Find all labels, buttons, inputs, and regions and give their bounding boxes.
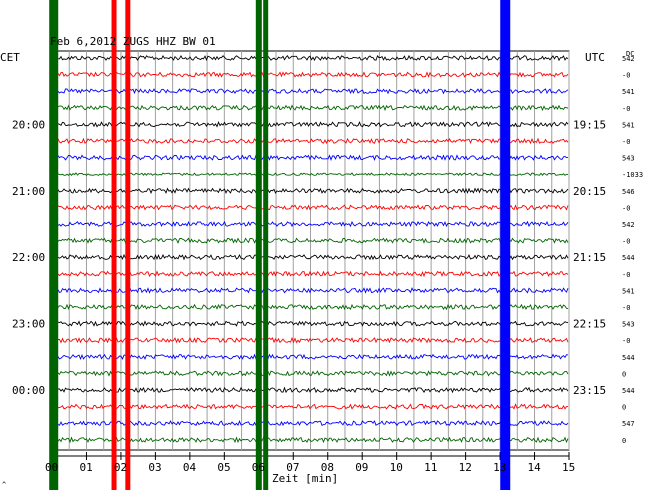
- dc-offset-label: -0: [622, 238, 630, 246]
- trace-24: [51, 436, 569, 444]
- dc-offset-label: 542: [622, 55, 635, 63]
- labels: 00 01 02 03 04 05 06 07 08 09 10 11 12 13 14 1520:0021:…: [12, 55, 643, 474]
- trace-10: [51, 204, 569, 211]
- trace-19: [51, 353, 569, 360]
- right-time-label: 19:15: [573, 118, 606, 131]
- dc-offset-label: 546: [622, 188, 635, 196]
- right-time-label: 21:15: [573, 251, 606, 264]
- x-axis-label: Zeit [min]: [272, 472, 338, 485]
- x-tick-label: 10: [390, 461, 403, 474]
- trace-23: [51, 419, 569, 427]
- x-tick-label: 07: [286, 461, 299, 474]
- trace-12: [51, 237, 569, 244]
- dc-offset-label: 541: [622, 88, 635, 96]
- dc-offset-label: 547: [622, 420, 635, 428]
- right-time-label: 20:15: [573, 185, 606, 198]
- event-band-5: [263, 0, 269, 490]
- dc-offset-label: 541: [622, 121, 635, 129]
- x-tick-label: 12: [459, 461, 472, 474]
- trace-22: [51, 403, 569, 410]
- x-tick-label: 09: [355, 461, 368, 474]
- right-time-label: 22:15: [573, 318, 606, 331]
- footer-mark: ^: [2, 481, 6, 489]
- dc-offset-label: 544: [622, 254, 635, 262]
- chart-title: Feb 6,2012 ZUGS HHZ BW 01: [50, 35, 216, 48]
- dc-header: DC: [626, 50, 634, 58]
- dc-offset-label: 543: [622, 321, 635, 329]
- trace-6: [51, 137, 569, 145]
- dc-offset-label: -0: [622, 72, 630, 80]
- x-tick-label: 14: [528, 461, 542, 474]
- trace-20: [51, 370, 569, 377]
- right-time-label: 23:15: [573, 384, 606, 397]
- event-band-1: [49, 0, 59, 490]
- x-tick-label: 02: [114, 461, 127, 474]
- event-band-4: [255, 0, 262, 490]
- trace-14: [51, 270, 569, 278]
- dc-offset-label: 544: [622, 387, 635, 395]
- x-tick-label: 15: [562, 461, 575, 474]
- dc-offset-label: 541: [622, 287, 635, 295]
- dc-offset-label: -0: [622, 105, 630, 113]
- trace-11: [51, 220, 569, 228]
- event-band-2: [111, 0, 117, 490]
- x-tick-label: 13: [493, 461, 506, 474]
- x-tick-label: 06: [252, 461, 265, 474]
- x-tick-label: 05: [217, 461, 230, 474]
- trace-2: [51, 71, 569, 78]
- dc-offset-label: -1033: [622, 171, 643, 179]
- x-tick-label: 00: [45, 461, 58, 474]
- dc-offset-label: -0: [622, 138, 630, 146]
- trace-13: [51, 253, 569, 261]
- right-timezone: UTC: [585, 51, 605, 64]
- dc-offset-label: 542: [622, 221, 635, 229]
- trace-1: [51, 54, 569, 62]
- left-time-label: 21:00: [12, 185, 45, 198]
- event-band-6: [500, 0, 511, 490]
- trace-17: [51, 320, 569, 327]
- trace-18: [51, 336, 569, 344]
- dc-offset-label: 0: [622, 437, 626, 445]
- trace-5: [51, 120, 569, 128]
- event-band-3: [125, 0, 131, 490]
- left-timezone: CET: [0, 51, 20, 64]
- events: [49, 0, 511, 490]
- trace-3: [51, 88, 569, 95]
- x-tick-label: 04: [183, 461, 197, 474]
- traces: [51, 54, 569, 444]
- trace-9: [51, 187, 569, 195]
- x-tick-label: 08: [321, 461, 334, 474]
- x-tick-label: 03: [148, 461, 161, 474]
- dc-offset-label: 544: [622, 354, 635, 362]
- left-time-label: 20:00: [12, 118, 45, 131]
- dc-offset-label: -0: [622, 204, 630, 212]
- x-tick-label: 01: [79, 461, 92, 474]
- dc-offset-label: 0: [622, 404, 626, 412]
- trace-16: [51, 303, 569, 311]
- trace-4: [51, 104, 569, 112]
- trace-7: [51, 154, 568, 161]
- dc-offset-label: -0: [622, 271, 630, 279]
- left-time-label: 00:00: [12, 384, 45, 397]
- dc-offset-label: 543: [622, 155, 635, 163]
- x-tick-label: 11: [424, 461, 437, 474]
- dc-offset-label: -0: [622, 337, 630, 345]
- dc-offset-label: 0: [622, 370, 626, 378]
- left-time-label: 22:00: [12, 251, 45, 264]
- dc-offset-label: -0: [622, 304, 630, 312]
- trace-15: [51, 287, 569, 294]
- trace-8: [51, 172, 569, 177]
- trace-21: [51, 386, 569, 394]
- left-time-label: 23:00: [12, 318, 45, 331]
